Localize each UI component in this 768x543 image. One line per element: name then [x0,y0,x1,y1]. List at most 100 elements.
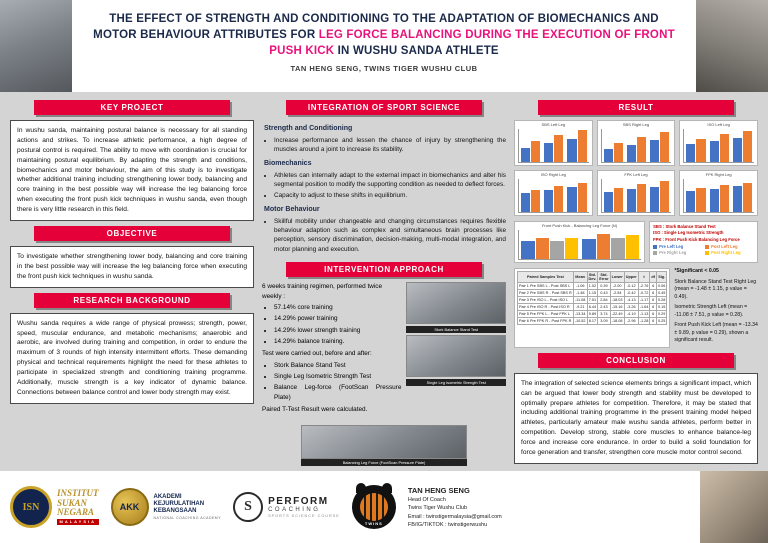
table-row: Pair 6 Pre FPK R - Post FPK R -10.52 8.17 3… [517,317,668,325]
poster-header: THE EFFECT OF STRENGTH AND CONDITIONING … [0,0,768,92]
legend-series: Pre Left Leg Post Left Leg Pre Right Leg Po… [653,244,754,257]
isn-wordmark: INSTITUT SUKAN NEGARA MALAYSIA [57,488,99,525]
right-column: RESULT SBS Left Leg SBS Right Leg ISO Left… [514,100,758,464]
isn-line: NEGARA [57,507,95,518]
table-header-cell: Upper [623,271,639,283]
result-bar-chart: FPK Left Leg [596,170,676,216]
chart-bar [554,134,564,162]
table-cell: 7.51 [586,296,599,304]
chart-bar [732,137,742,162]
isn-logo: ISN INSTITUT SUKAN NEGARA MALAYSIA [10,486,99,528]
title-segment-dark-1: THE EFFECT OF STRENGTH AND CONDITIONING … [93,13,659,42]
coach-portrait-photo [700,471,768,543]
biomechanics-heading: Biomechanics [264,159,312,167]
poster-title: THE EFFECT OF STRENGTH AND CONDITIONING … [89,11,679,59]
chart-bar [577,130,587,162]
chart-bar [531,140,541,162]
table-cell: 1.02 [586,282,599,290]
legend-label: Post Right Leg [711,250,741,256]
table-cell: -2.54 [609,289,625,297]
result-bottom-row: Paired Samples Test Mean Std. Dev. Std. Err… [514,268,758,348]
table-header-cell: Std. Error [597,271,611,283]
integration-header: INTEGRATION OF SPORT SCIENCE [286,100,482,115]
perform-emblem-icon: S [233,492,264,522]
chart-title: SBS Left Leg [541,122,566,127]
regimen-item: 14.29% balance training. [274,337,401,346]
chart-bar [660,132,670,162]
chart-bar [603,149,613,162]
chart-bar [531,189,541,212]
contact-social: FB/IG/TIKTOK : twinstigerwushu [407,521,488,528]
intervention-photos: Stork Balance Stand Test Single Leg Isom… [406,281,506,417]
regimen-item: 14.29% power training [274,314,401,323]
table-cell: -0.72 [637,289,651,297]
integration-content: Strength and Conditioning Increase perfo… [262,120,506,257]
table-cell: -22.49 [609,310,625,318]
table-cell: 6 [649,296,657,304]
title-segment-dark-2: IN WUSHU SANDA ATHLETE [334,45,499,58]
table-cell: -1.06 [572,282,588,290]
intervention-content: 6 weeks training regimen, performed twic… [262,281,506,417]
chart-title: ISO Left Leg [707,122,730,127]
strength-conditioning-heading: Strength and Conditioning [264,125,353,132]
isn-malaysia-badge: MALAYSIA [57,518,99,525]
chart-bar [567,187,577,212]
table-cell: 0.43 [597,289,611,297]
isn-emblem-icon: ISN [10,486,52,528]
regimen-item: 57.14% core training [274,303,401,312]
perform-sub: COACHING [268,507,321,513]
perform-logo: S PERFORM COACHING SPORTS SCIENCE COURSE [233,492,340,522]
table-cell: -2.00 [609,282,625,290]
table-cell: 6 [649,282,657,290]
chart-bar [567,138,577,162]
table-header-cell: df [649,271,657,283]
chart-bar [696,138,706,162]
akk-tagline: NATIONAL COACHING ACADEMY [153,515,222,520]
poster-footer: ISN INSTITUT SUKAN NEGARA MALAYSIA AKK A… [0,471,768,543]
objective-header: OBJECTIVE [34,226,230,242]
table-cell: 2.84 [597,296,611,304]
chart-plot-area [683,128,754,163]
table-cell: Pair 5 Pre FPK L - Post FPK L [517,310,574,318]
regimen-item: 14.29% lower strength training [274,326,401,335]
chart-bar [564,238,579,259]
chart-bar [636,183,647,212]
table-header-cell: Paired Samples Test [517,271,574,283]
strength-conditioning-bullets: Increase performance and lessen the chan… [274,136,506,155]
tests-intro: Test were carried out, before and after: [262,350,372,358]
table-head: Paired Samples Test Mean Std. Dev. Std. Err… [517,271,668,283]
chart-bar [613,143,623,162]
tiger-label: TWINS [364,521,383,526]
stork-test-caption: Stork Balance Stand Test [406,325,506,334]
chart-bar [544,189,554,212]
legend-item: Post Right Leg [705,250,754,256]
akk-line: AKADEMI [153,494,182,501]
perform-name: PERFORM [268,496,329,507]
bullet-item: Skillful mobility under changeable and c… [274,217,506,254]
footscan-caption: Balancing Leg Force (FootScan Pressure P… [301,458,467,466]
bullet-item: Capacity to adjust to these shifts in eq… [274,191,506,200]
chart-bar [709,188,719,212]
legend-abbreviations: SBS : Stork Balance Stand Test ISO : Sing… [653,224,754,243]
chart-bar [535,237,550,259]
table-cell: -9.21 [572,303,588,311]
chart-bar [742,131,752,162]
chart-title: ISO Right Leg [540,172,566,177]
result-bar-chart: Front Push Kick - Balancing Leg Force (N… [514,221,646,263]
chart-bar [603,192,613,212]
table-cell: Pair 6 Pre FPK R - Post FPK R [517,317,574,325]
result-bar-chart: ISO Right Leg [514,170,593,216]
contact-block: TAN HENG SENG Head Of Coach Twins Tiger … [408,485,502,529]
legend-swatch [705,251,710,256]
chart-bar [719,185,729,212]
bullet-item: Increase performance and lessen the chan… [274,136,506,155]
table-cell: -4.13 [623,296,639,304]
chart-plot-area [600,178,672,213]
akk-line: KEBANGSAAN [153,507,197,514]
left-column: KEY PROJECT In wushu sanda, maintaining … [10,100,254,463]
table-cell: -4.19 [623,310,639,318]
key-project-text: In wushu sanda, maintaining postural bal… [10,120,254,222]
table-cell: 6.44 [586,303,599,311]
legend-label: Pre Right Leg [659,250,687,256]
